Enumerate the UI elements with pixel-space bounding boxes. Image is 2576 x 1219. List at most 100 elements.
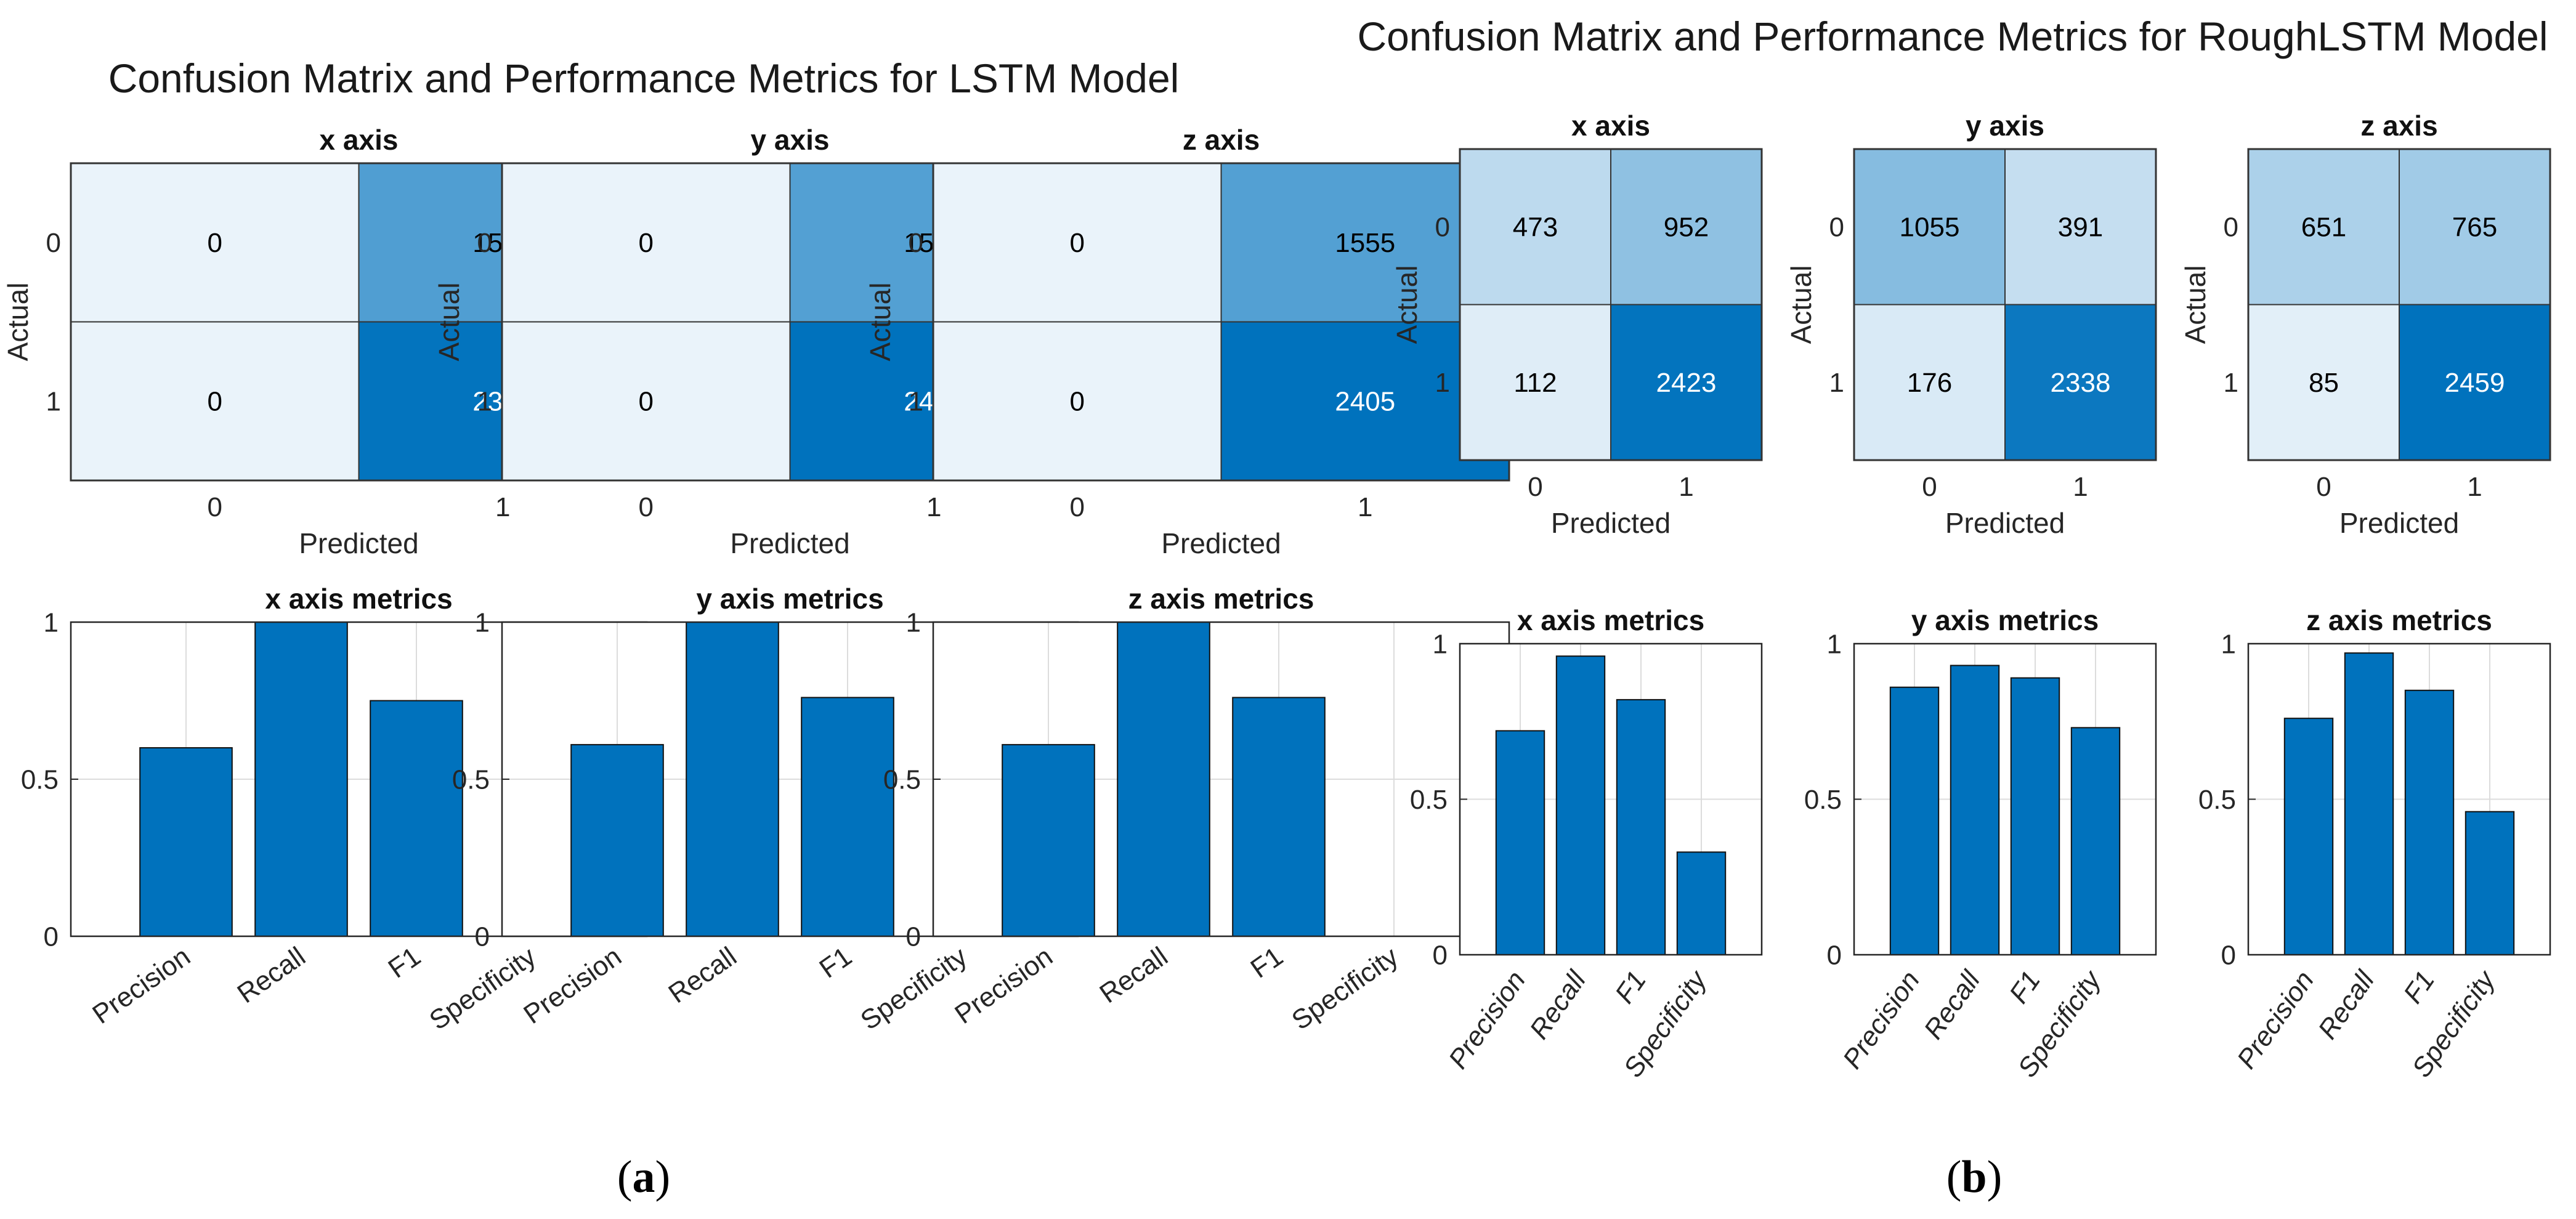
bar [1950,665,2000,955]
y-tick-label: 0.5 [1804,785,1842,815]
bar-chart-title: z axis metrics [1128,583,1314,615]
bar [2465,811,2515,955]
cm-row-tick: 0 [909,228,923,258]
x-category-label: Specificity [1286,941,1403,1036]
cm-title: x axis [320,124,399,156]
x-category-label: Precision [2231,966,2320,1074]
cm-row-tick: 1 [1435,368,1450,398]
cm-cell [2399,304,2551,461]
cm-row-tick: 0 [1829,213,1844,243]
cm-ylabel: Actual [1391,265,1423,344]
y-tick-label: 0.5 [2198,785,2236,815]
panel-title: Confusion Matrix and Performance Metrics… [1357,14,2548,59]
y-tick-label: 0.5 [21,764,59,795]
bar-chart-title: z axis metrics [2306,604,2492,636]
y-tick-label: 1 [906,607,921,638]
cm-cell-value: 85 [2309,368,2339,398]
cm-col-tick: 0 [639,492,654,522]
bar [1889,686,1940,955]
cm-xlabel: Predicted [730,527,849,559]
cm-cell [501,163,791,323]
cm-cell [501,321,791,481]
cm-xlabel: Predicted [1945,507,2065,539]
cm-cell-value: 1055 [1900,213,1960,243]
caption-letter: a [633,1152,655,1202]
cm-cell-value: 2405 [1335,387,1395,417]
cm-cell-value: 2423 [1656,368,1717,398]
y-tick-label: 1 [1827,629,1842,659]
x-category-label: Precision [1443,966,1531,1074]
x-category-label: Recall [1524,965,1592,1045]
bar [1002,743,1095,938]
y-tick-label: 0.5 [883,764,921,795]
cm-col-tick: 1 [926,492,941,522]
x-category-label: Precision [1837,966,1926,1074]
bar [686,622,779,937]
cm-cell [2004,148,2157,306]
cm-cell [1459,148,1611,306]
bar [370,700,463,937]
cm-cell [1459,304,1611,461]
cm-cell-value: 1555 [1335,228,1395,258]
cm-ylabel: Actual [433,283,465,362]
bar [2344,652,2394,956]
y-tick-label: 0 [475,921,490,952]
bar [1616,699,1666,956]
bar [2283,718,2334,955]
cm-cell [1853,148,2006,306]
x-category-label: F1 [814,941,857,984]
cm-ylabel: Actual [2179,265,2211,344]
cm-cell-value: 952 [1664,213,1709,243]
bar-chart-title: y axis metrics [1911,604,2099,636]
bar [2070,727,2121,955]
cm-cell [933,163,1222,323]
cm-col-tick: 0 [208,492,222,522]
cm-xlabel: Predicted [1161,527,1281,559]
y-tick-label: 1 [44,607,59,638]
y-tick-label: 0 [906,921,921,952]
x-category-label: Recall [1918,965,1987,1045]
cm-col-tick: 1 [1679,472,1693,502]
panel-caption: (a) [617,1152,670,1202]
cm-row-tick: 1 [477,387,492,417]
cm-col-tick: 1 [1358,492,1372,522]
bar-chart-title: x axis metrics [265,583,452,615]
x-category-label: Specificity [855,941,972,1036]
caption-paren: ) [655,1152,671,1202]
cm-cell-value: 0 [1070,387,1085,417]
cm-row-tick: 0 [1435,213,1450,243]
bar [1232,697,1326,938]
cm-row-tick: 1 [909,387,923,417]
cm-cell [70,163,360,323]
cm-xlabel: Predicted [2339,507,2459,539]
cm-cell [2004,304,2157,461]
cm-cell-value: 2459 [2445,368,2505,398]
x-category-label: F1 [1245,941,1289,984]
bar [801,697,894,938]
panel-b-roughlstm: Confusion Matrix and Performance Metrics… [1357,14,2551,1202]
x-category-label: Recall [2312,965,2381,1045]
cm-cell-value: 112 [1513,368,1557,398]
cm-title: z axis [2360,110,2437,142]
cm-xlabel: Predicted [1551,507,1671,539]
panel-caption: (b) [1946,1152,2002,1202]
x-category-label: F1 [2398,966,2441,1009]
cm-ylabel: Actual [1785,265,1817,344]
confusion-matrix: z axis 0 1555 0 2405 0 1 0 1 Predicted Actual [864,124,1510,559]
cm-border [1853,148,2157,461]
bar [570,743,664,938]
panel-a-lstm: Confusion Matrix and Performance Metrics… [2,55,1510,1202]
cm-cell [2399,148,2551,306]
cm-col-tick: 0 [1070,492,1085,522]
bar-chart-title: y axis metrics [696,583,883,615]
bar [1117,622,1210,937]
cm-xlabel: Predicted [299,527,418,559]
cm-cell-value: 651 [2301,213,2346,243]
cm-cell [1610,148,1762,306]
caption-paren: ( [617,1152,633,1202]
cm-cell-value: 2338 [2051,368,2111,398]
cm-col-tick: 1 [2073,472,2088,502]
